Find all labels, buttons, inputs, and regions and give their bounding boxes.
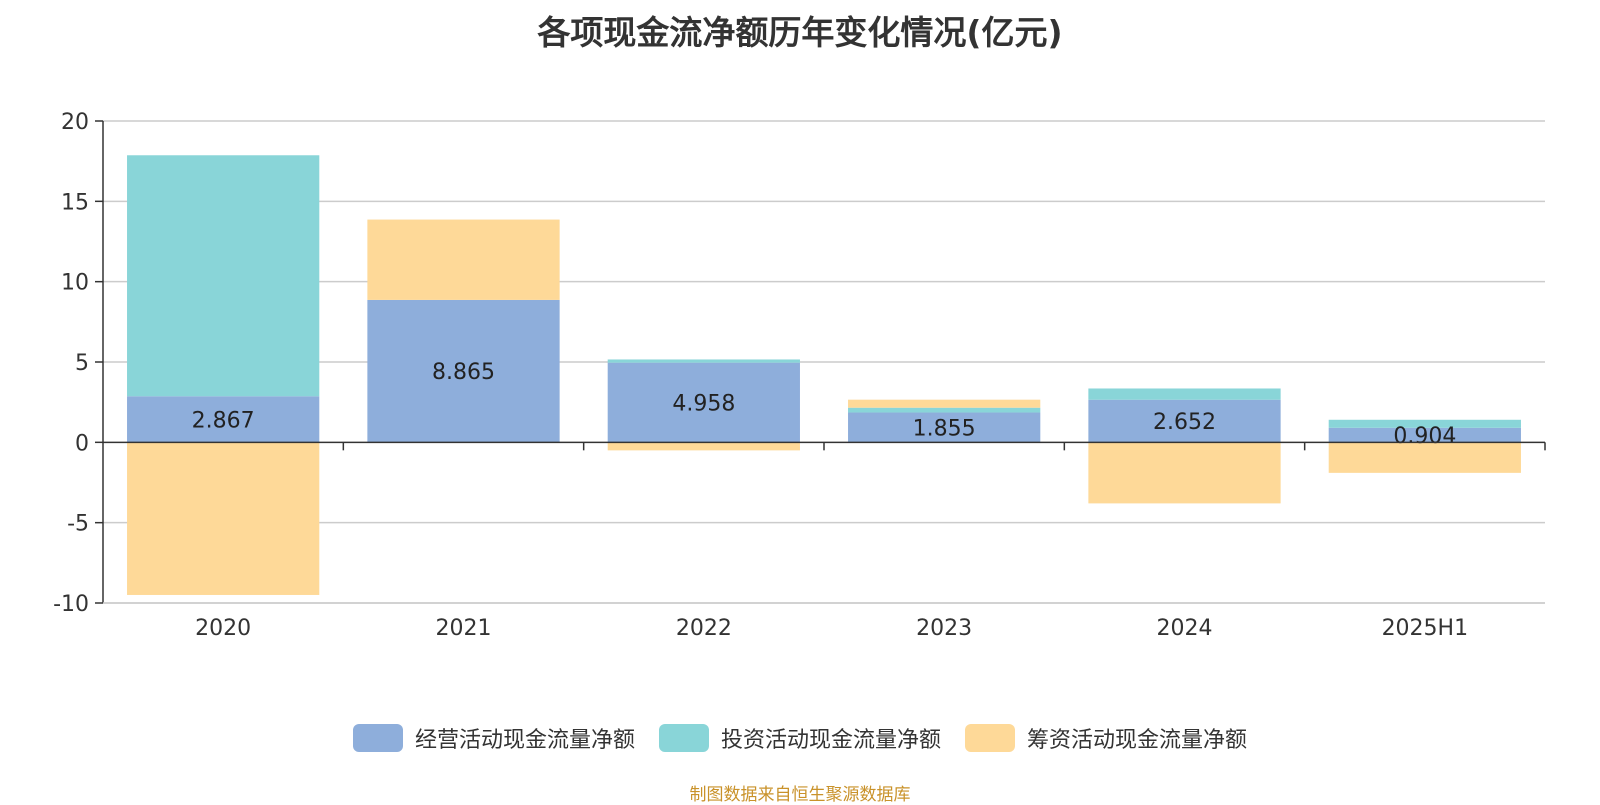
bar-operating <box>127 396 320 443</box>
data-label: 2.867 <box>192 408 255 433</box>
data-label: 0.904 <box>1393 424 1456 449</box>
chart-title: 各项现金流净额历年变化情况(亿元) <box>537 13 1063 52</box>
legend-label-operating: 经营活动现金流量净额 <box>414 728 635 753</box>
y-tick-label: 20 <box>61 110 89 135</box>
x-tick-label: 2022 <box>676 616 732 641</box>
bar-financing <box>1088 442 1281 504</box>
data-label: 8.865 <box>432 360 495 385</box>
x-tick-label: 2024 <box>1157 616 1213 641</box>
legend-swatch-operating <box>352 724 403 752</box>
legend-swatch-financing <box>965 724 1015 752</box>
bar-investing <box>127 155 320 397</box>
y-tick-label: 0 <box>75 431 89 456</box>
data-source-note: 制图数据来自恒生聚源数据库 <box>689 785 911 805</box>
bar-investing <box>848 407 1041 413</box>
bar-operating <box>1088 399 1281 443</box>
bar-financing <box>367 219 560 300</box>
bar-financing <box>1328 442 1521 473</box>
x-tick-label: 2023 <box>916 616 972 641</box>
legend-label-financing: 筹资活动现金流量净额 <box>1027 728 1248 753</box>
y-tick-label: -10 <box>53 592 89 617</box>
bar-operating <box>367 299 560 443</box>
legend-swatch-investing <box>658 724 709 752</box>
data-label: 4.958 <box>672 392 735 417</box>
x-tick-label: 2025H1 <box>1382 616 1469 641</box>
legend-item-operating[interactable]: 经营活动现金流量净额 <box>352 722 635 754</box>
bar-financing <box>607 442 800 451</box>
legend-item-financing[interactable]: 筹资活动现金流量净额 <box>965 722 1247 754</box>
legend: 经营活动现金流量净额 投资活动现金流量净额 筹资活动现金流量净额 <box>0 722 1600 754</box>
data-label: 2.652 <box>1153 410 1216 435</box>
legend-label-investing: 投资活动现金流量净额 <box>720 728 941 753</box>
x-tick-label: 2021 <box>436 616 492 641</box>
bar-investing <box>607 359 800 363</box>
y-tick-label: -5 <box>67 512 89 537</box>
data-label: 1.855 <box>913 416 976 441</box>
bar-operating <box>607 362 800 443</box>
y-tick-label: 15 <box>61 190 89 215</box>
bar-financing <box>848 399 1041 408</box>
x-tick-label: 2020 <box>195 616 251 641</box>
bar-financing <box>127 442 320 595</box>
bar-investing <box>1328 419 1521 428</box>
legend-item-investing[interactable]: 投资活动现金流量净额 <box>658 722 941 754</box>
bar-investing <box>1088 388 1281 400</box>
bar-operating <box>848 412 1041 443</box>
y-tick-label: 10 <box>61 271 89 296</box>
bar-operating <box>1328 427 1521 443</box>
y-tick-label: 5 <box>75 351 89 376</box>
